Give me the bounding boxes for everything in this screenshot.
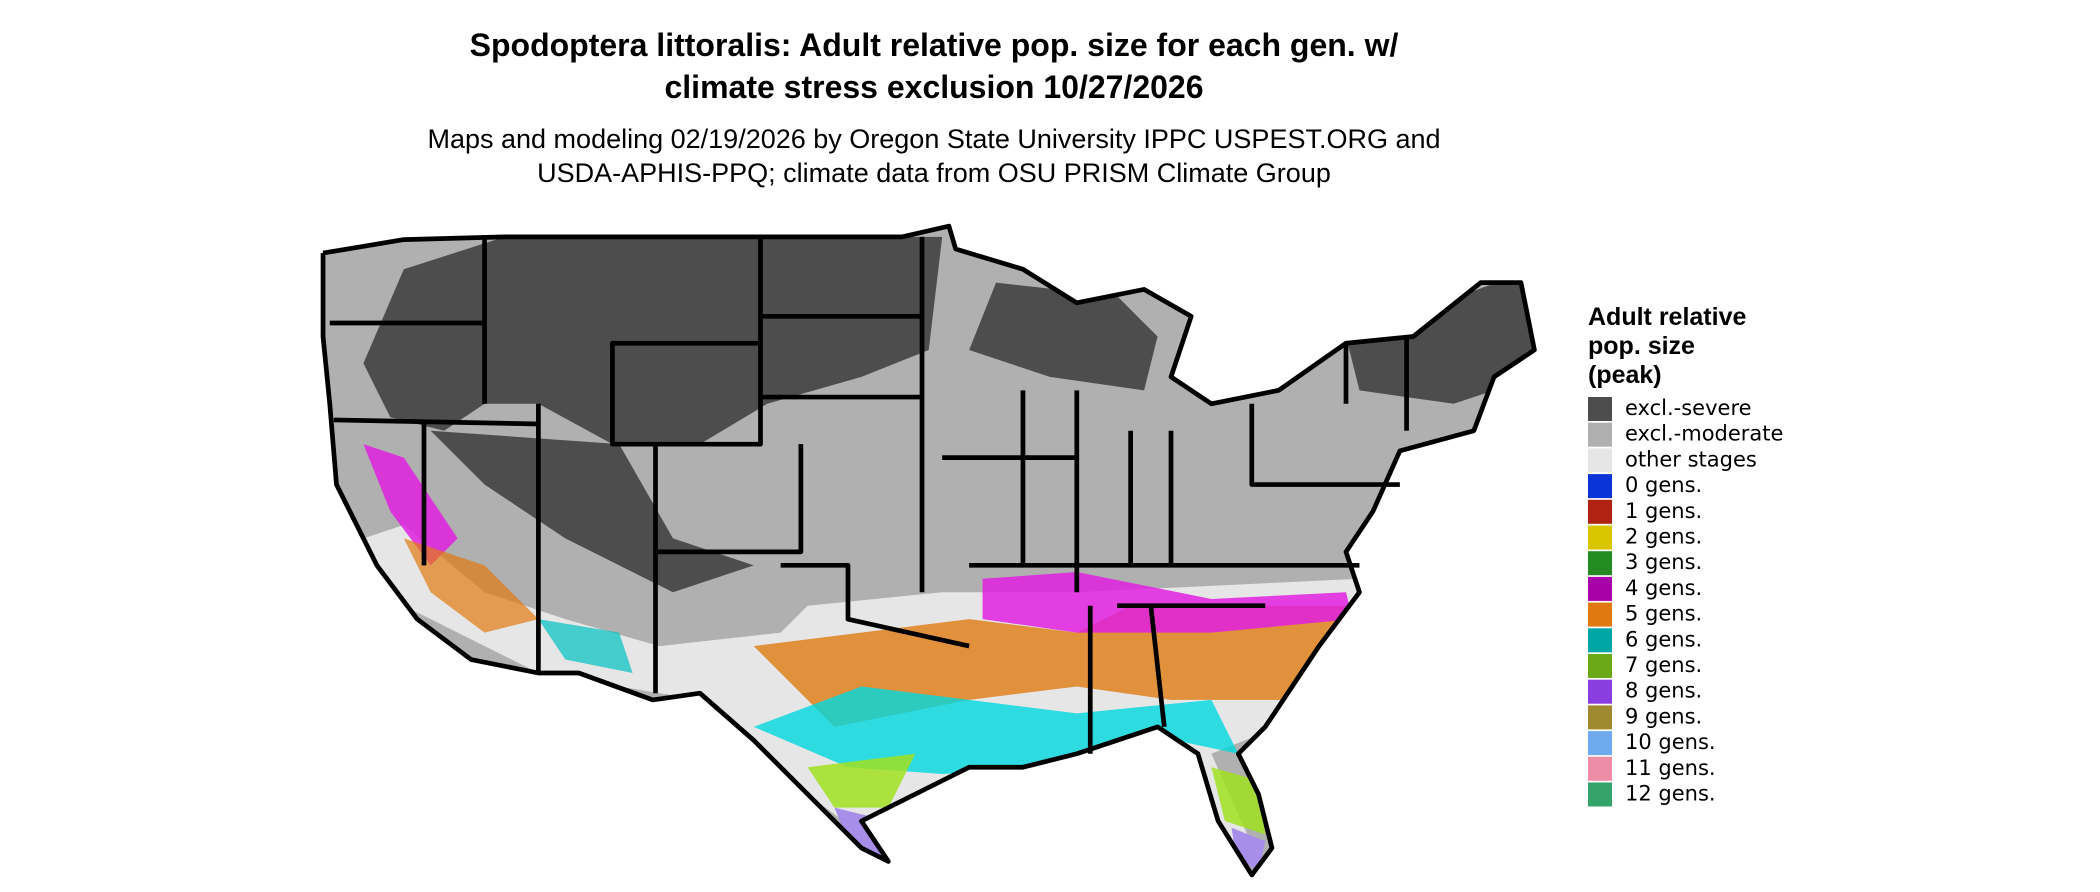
legend-label: 11 gens. [1625,756,1716,780]
legend-swatch [1588,499,1612,524]
legend-title-line: (peak) [1588,361,1662,389]
excl-severe-region [969,282,1158,391]
legend-label: 5 gens. [1625,602,1702,626]
legend-title-line: Adult relative [1588,303,1746,331]
legend-label: 4 gens. [1625,576,1702,600]
legend-swatch [1588,731,1612,756]
legend-label: 0 gens. [1625,473,1702,497]
legend-swatch [1588,756,1612,781]
gen-4-region [363,444,458,566]
legend-label: excl.-moderate [1625,422,1783,446]
legend-label: 10 gens. [1625,730,1716,754]
state-borders [320,223,1537,878]
legend-swatch [1588,525,1612,550]
state-borders [329,236,1409,754]
legend-label: 9 gens. [1625,704,1702,728]
legend-swatch [1588,474,1612,499]
legend-swatch [1588,628,1612,653]
excl-severe-region [1346,269,1535,404]
subtitle-line: Maps and modeling 02/19/2026 by Oregon S… [427,124,1440,154]
legend-swatch [1588,551,1612,576]
gen-6-region [753,686,1239,774]
legend-label: other stages [1625,447,1757,471]
gen-6-region [538,619,633,673]
title-line: climate stress exclusion 10/27/2026 [664,69,1203,105]
legend-swatch [1588,705,1612,730]
legend-swatch [1588,602,1612,627]
legend-label: 12 gens. [1625,782,1716,806]
legend-label: 6 gens. [1625,627,1702,651]
legend-swatch [1588,397,1612,421]
us-map [320,223,1537,878]
legend-swatch [1588,422,1612,447]
legend-swatch [1588,654,1612,678]
legend-label: 3 gens. [1625,550,1702,574]
legend-swatch [1588,448,1612,473]
title-line: Spodoptera littoralis: Adult relative po… [470,27,1399,63]
gen-8-region [834,807,896,862]
gen-5-region [403,538,539,633]
legend-label: 7 gens. [1625,653,1702,677]
gen-7-region [807,753,916,808]
legend-label: excl.-severe [1625,396,1752,420]
excl-severe-region [363,236,943,445]
legend: Adult relative pop. size (peak) excl.-se… [1588,303,1783,807]
legend-label: 2 gens. [1625,525,1702,549]
legend-title-line: pop. size [1588,332,1695,360]
legend-swatch [1588,576,1612,601]
legend-swatch [1588,782,1612,807]
legend-label: 8 gens. [1625,679,1702,703]
gen-8-region [1231,827,1266,873]
subtitle-line: USDA-APHIS-PPQ; climate data from OSU PR… [537,158,1331,188]
legend-swatch [1588,679,1612,704]
legend-label: 1 gens. [1625,499,1702,523]
